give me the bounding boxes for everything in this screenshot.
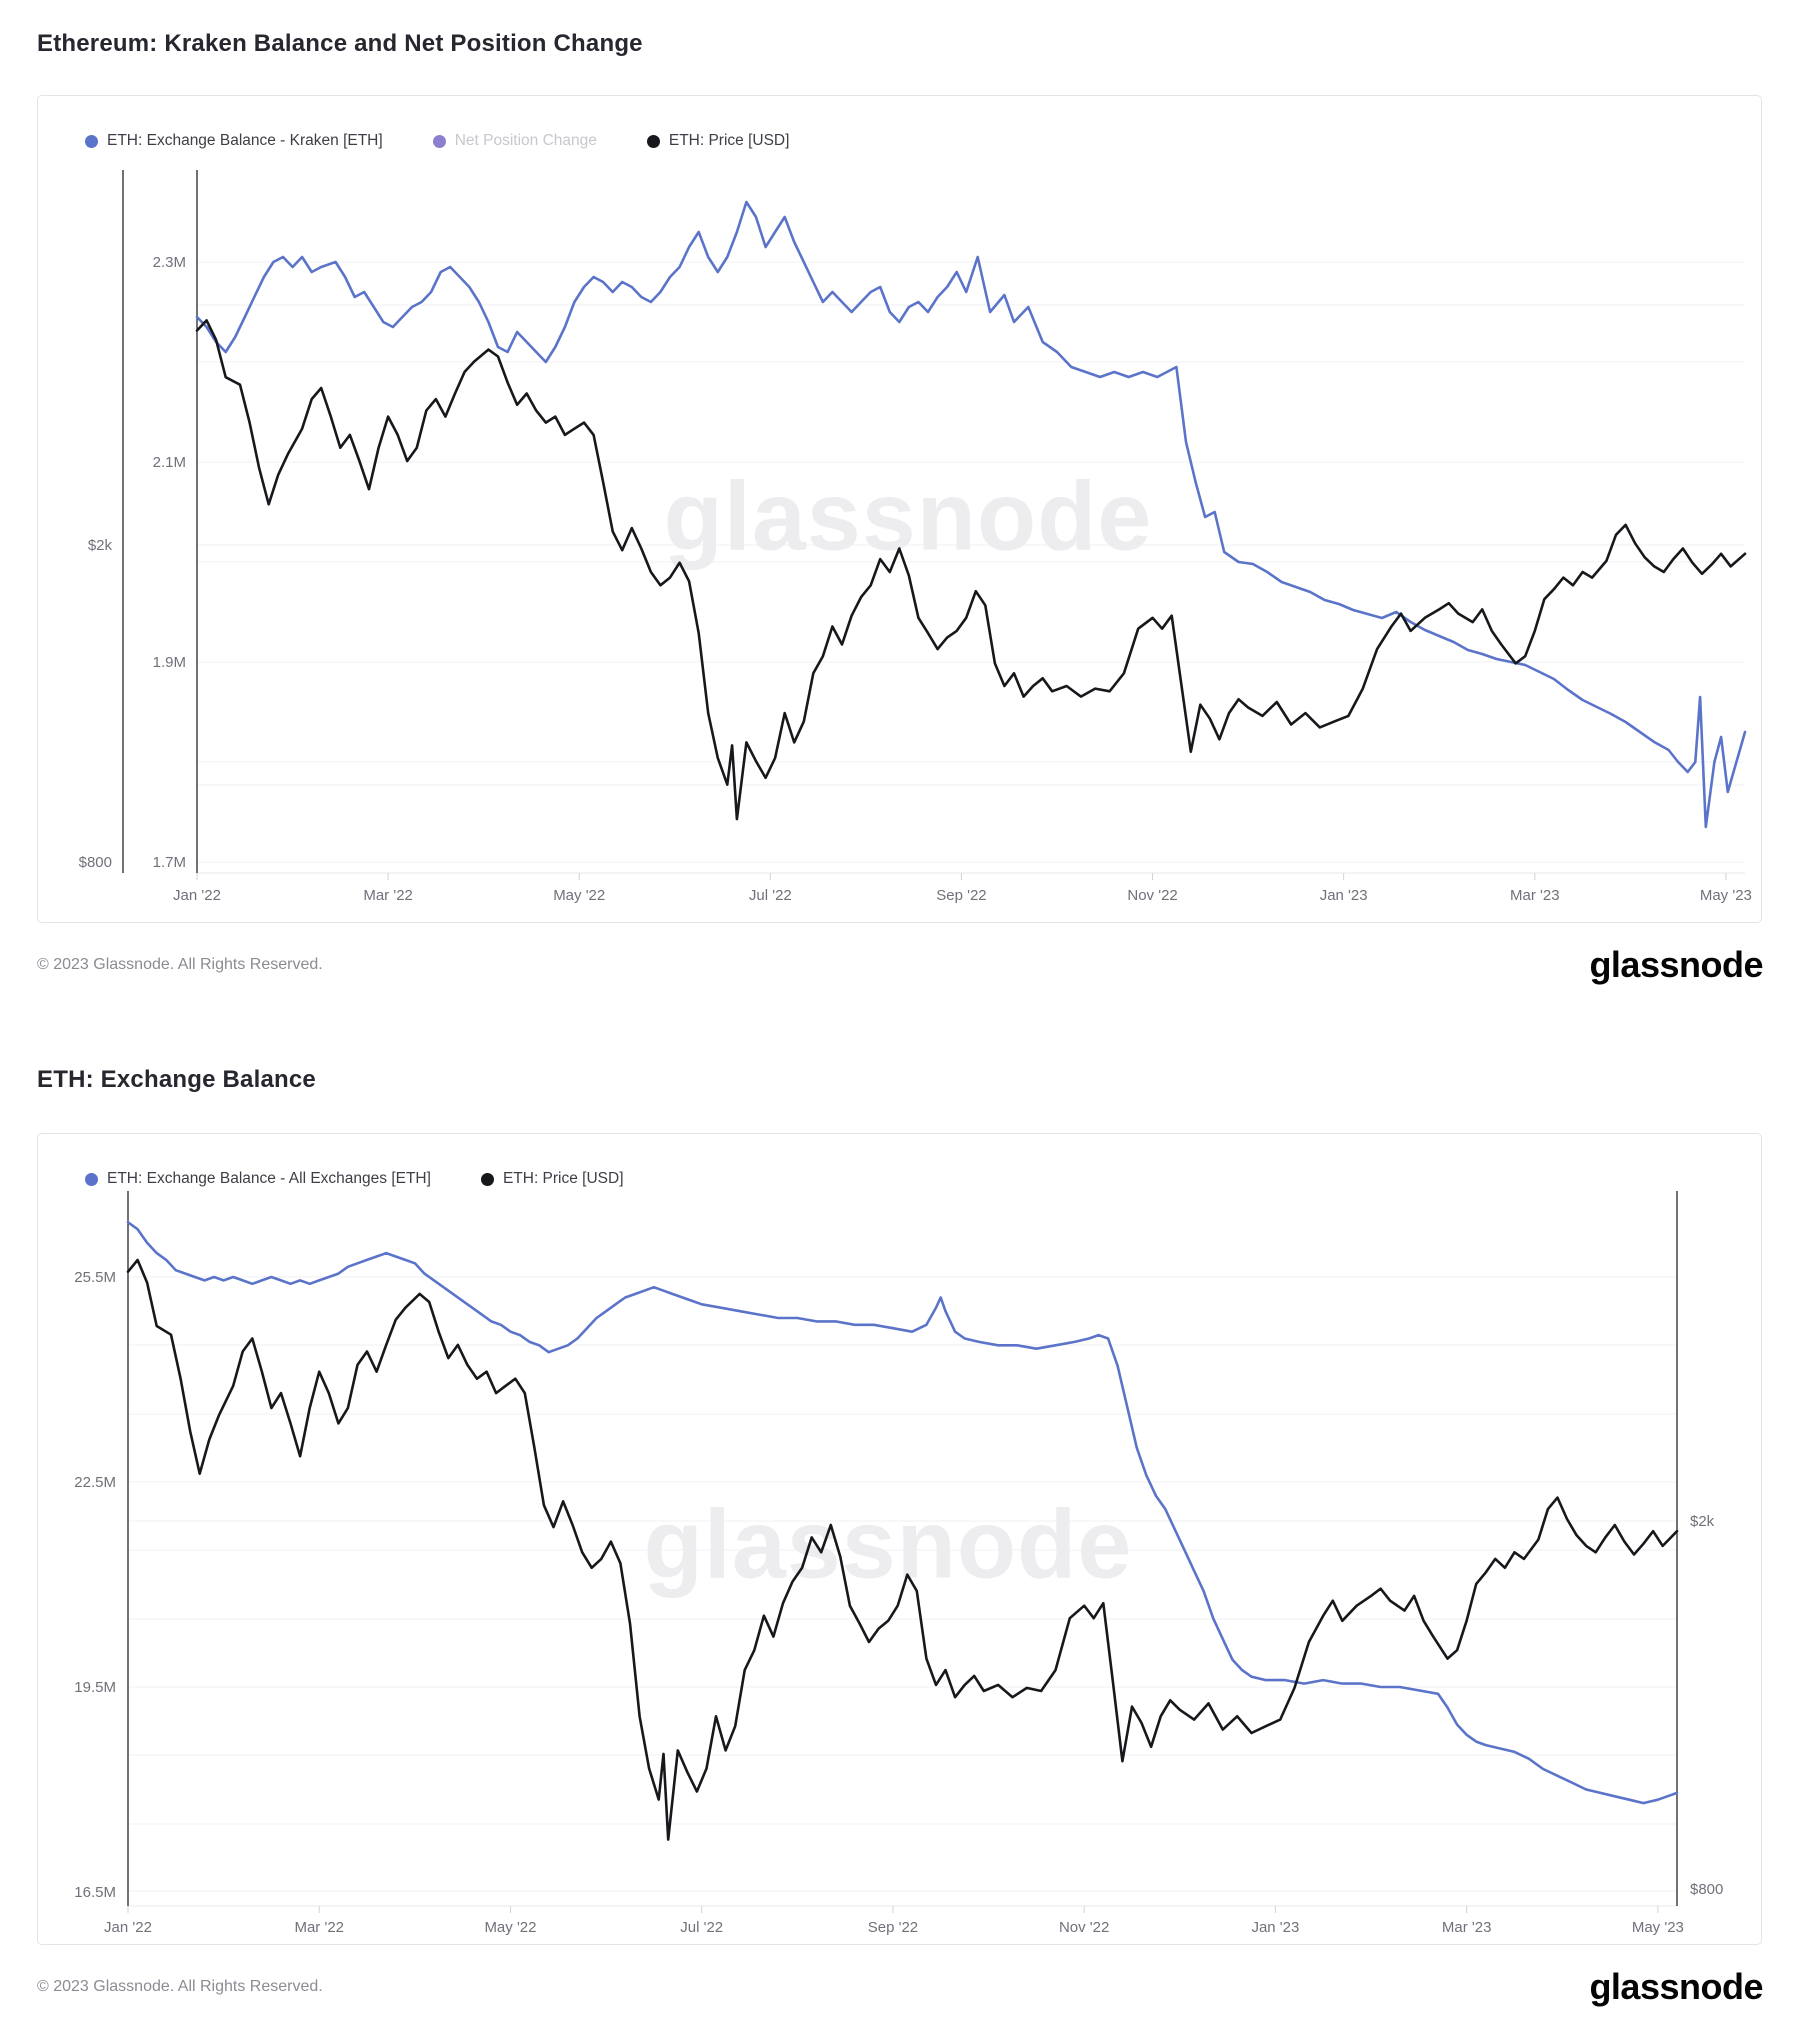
x-tick-label: May '23 bbox=[1632, 1919, 1684, 1936]
x-tick-label: Jan '23 bbox=[1251, 1919, 1299, 1936]
glassnode-logo: glassnode bbox=[1589, 1966, 1763, 2007]
y-tick-label: 1.7M bbox=[153, 854, 186, 871]
x-tick-label: Sep '22 bbox=[936, 887, 986, 904]
legend-item-label: ETH: Exchange Balance - Kraken [ETH] bbox=[107, 132, 383, 149]
x-tick-label: May '22 bbox=[553, 887, 605, 904]
chart-footer: © 2023 Glassnode. All Rights Reserved. g… bbox=[37, 939, 1763, 991]
x-tick-label: May '23 bbox=[1700, 887, 1752, 904]
chart-legend: ETH: Exchange Balance - All Exchanges [E… bbox=[85, 1170, 624, 1188]
x-tick-label: Jan '23 bbox=[1320, 887, 1368, 904]
legend-item-label: ETH: Price [USD] bbox=[668, 132, 790, 149]
x-tick-label: Mar '22 bbox=[363, 887, 413, 904]
legend-marker-icon bbox=[432, 134, 446, 148]
legend-item-2[interactable]: ETH: Price [USD] bbox=[480, 1170, 624, 1188]
chart-title-exchange-balance: ETH: Exchange Balance bbox=[37, 1066, 316, 1093]
chart-title-kraken: Ethereum: Kraken Balance and Net Positio… bbox=[37, 30, 643, 57]
watermark-text: glassnode bbox=[644, 1490, 1133, 1599]
chart-footer: © 2023 Glassnode. All Rights Reserved. g… bbox=[37, 1961, 1763, 2013]
x-tick-label: Jul '22 bbox=[680, 1919, 723, 1936]
legend-marker-icon bbox=[85, 1172, 98, 1186]
glassnode-logo: glassnode bbox=[1589, 944, 1763, 985]
series-line-eth-price-usd- bbox=[195, 319, 1747, 821]
chart-card-exchange-balance: ETH: Exchange Balance - All Exchanges [E… bbox=[37, 1133, 1762, 1945]
series-line-eth-exchange-balance-all-exchanges-eth- bbox=[126, 1221, 1679, 1805]
legend-marker-icon bbox=[85, 134, 98, 148]
chart-canvas-kraken[interactable]: glassnode 2.3M 2.1M 1.9M 1.7M $2k $800 Jan '22 M… bbox=[38, 96, 1761, 922]
chart-card-kraken: ETH: Exchange Balance - Kraken [ETH] Net … bbox=[37, 95, 1762, 923]
x-tick-label: May '22 bbox=[484, 1919, 536, 1936]
series-line-eth-price-usd- bbox=[126, 1258, 1679, 1841]
x-tick-label: Nov '22 bbox=[1127, 887, 1177, 904]
y-tick-label: 16.5M bbox=[74, 1884, 116, 1901]
x-tick-label: Nov '22 bbox=[1059, 1919, 1109, 1936]
legend-item-label: Net Position Change bbox=[454, 132, 597, 149]
copyright-text: © 2023 Glassnode. All Rights Reserved. bbox=[37, 1978, 323, 1995]
chart-legend: ETH: Exchange Balance - Kraken [ETH] Net … bbox=[85, 132, 789, 150]
legend-marker-icon bbox=[480, 1172, 494, 1186]
y-tick-label: $800 bbox=[1690, 1881, 1723, 1898]
legend-item-label: ETH: Exchange Balance - All Exchanges [E… bbox=[107, 1170, 431, 1187]
chart-canvas-exchange-balance[interactable]: glassnode 25.5M 22.5M 19.5M 16.5M $2k $800 Jan … bbox=[38, 1134, 1761, 1944]
legend-marker-icon bbox=[646, 134, 660, 148]
series-line-eth-exchange-balance-kraken-eth- bbox=[195, 200, 1747, 829]
y-tick-label: $2k bbox=[88, 537, 113, 554]
x-tick-label: Jan '22 bbox=[173, 887, 221, 904]
y-tick-label: $800 bbox=[79, 854, 112, 871]
y-tick-label: 19.5M bbox=[74, 1679, 116, 1696]
legend-item-label: ETH: Price [USD] bbox=[502, 1170, 624, 1187]
legend-item-3[interactable]: ETH: Price [USD] bbox=[646, 132, 790, 150]
y-tick-label: $2k bbox=[1690, 1513, 1715, 1530]
y-tick-label: 1.9M bbox=[153, 654, 186, 671]
x-tick-label: Mar '22 bbox=[294, 1919, 344, 1936]
watermark-text: glassnode bbox=[664, 462, 1153, 571]
legend-item-2[interactable]: Net Position Change bbox=[432, 132, 597, 150]
legend-item-1[interactable]: ETH: Exchange Balance - Kraken [ETH] bbox=[85, 132, 383, 150]
x-tick-label: Jan '22 bbox=[104, 1919, 152, 1936]
y-tick-label: 25.5M bbox=[74, 1269, 116, 1286]
y-tick-label: 22.5M bbox=[74, 1474, 116, 1491]
legend-item-1[interactable]: ETH: Exchange Balance - All Exchanges [E… bbox=[85, 1170, 431, 1188]
x-tick-label: Mar '23 bbox=[1442, 1919, 1492, 1936]
x-tick-label: Mar '23 bbox=[1510, 887, 1560, 904]
y-tick-label: 2.1M bbox=[153, 454, 186, 471]
copyright-text: © 2023 Glassnode. All Rights Reserved. bbox=[37, 956, 323, 973]
x-tick-label: Sep '22 bbox=[868, 1919, 918, 1936]
y-tick-label: 2.3M bbox=[153, 254, 186, 271]
x-tick-label: Jul '22 bbox=[749, 887, 792, 904]
